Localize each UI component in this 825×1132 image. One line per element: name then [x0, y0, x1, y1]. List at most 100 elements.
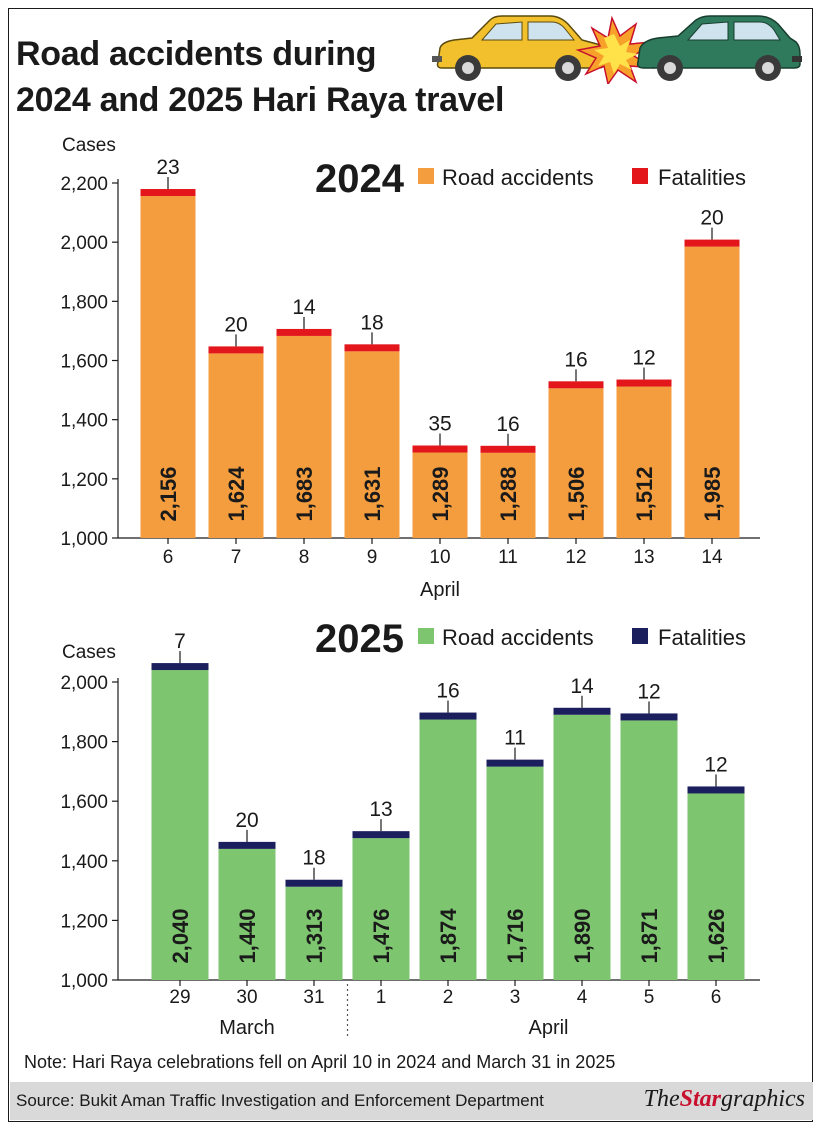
chart-2024-bar-accidents	[412, 452, 468, 538]
chart-2025-accidents-value-label: 1,313	[302, 908, 327, 963]
chart-2025-x-tick-label: 2	[443, 987, 454, 1008]
chart-2024-x-tick-label: 7	[231, 547, 242, 568]
chart-2025-y-tick-label: 1,600	[60, 792, 108, 813]
chart-2024-accidents-value-label: 2,156	[156, 466, 181, 521]
chart-2024-bar-accidents	[548, 388, 604, 538]
chart-2024-bar-fatalities	[616, 379, 672, 387]
chart-2025-accidents-value-label: 1,476	[369, 908, 394, 963]
chart-2024-bar-accidents	[140, 196, 196, 538]
chart-2025-bar-fatalities	[553, 707, 611, 715]
chart-2025-bar-accidents	[218, 848, 276, 980]
chart-2025-bar-accidents	[352, 838, 410, 980]
chart-2025-bar-fatalities	[352, 831, 410, 839]
chart-2025-y-tick-label: 1,400	[60, 852, 108, 873]
chart-2024-legend-swatch-accidents	[418, 168, 434, 184]
chart-2024-x-tick-label: 11	[498, 547, 518, 568]
chart-2024-y-tick-label: 1,600	[60, 352, 108, 373]
chart-2024-accidents-value-label: 1,512	[632, 466, 657, 521]
chart-2025-y-tick-label: 1,200	[60, 911, 108, 932]
chart-2024-accidents-value-label: 1,289	[428, 466, 453, 521]
the-star-graphics-logo: TheStargraphics	[643, 1086, 805, 1112]
chart-2024-accidents-value-label: 1,985	[700, 466, 725, 521]
chart-2025-year-label: 2025	[315, 617, 404, 661]
chart-2024-fatality-label: 20	[224, 313, 247, 336]
chart-2025-bar-fatalities	[151, 663, 209, 671]
chart-2025-accidents-value-label: 1,716	[503, 908, 528, 963]
chart-2024-bar-fatalities	[140, 189, 196, 197]
chart-2025-fatality-label: 14	[570, 675, 594, 698]
chart-2025-x-tick-label: 3	[510, 987, 521, 1008]
chart-2025-x-tick-label: 5	[644, 987, 655, 1008]
chart-2025-accidents-value-label: 1,871	[637, 908, 662, 963]
chart-2024-bar-fatalities	[208, 346, 264, 354]
chart-2024-y-tick-label: 1,200	[60, 470, 108, 491]
chart-2024-bar-fatalities	[480, 445, 536, 453]
chart-2024-y-tick-label: 1,400	[60, 411, 108, 432]
chart-2025-bar-accidents	[285, 886, 343, 980]
chart-2025-y-tick-label: 1,800	[60, 733, 108, 754]
chart-2024-legend-swatch-fatalities	[632, 168, 648, 184]
chart-2025-x-tick-label: 29	[169, 987, 190, 1008]
chart-2024-bar-fatalities	[412, 445, 468, 453]
chart-2025-accidents-value-label: 1,874	[436, 908, 461, 964]
chart-2025-bar-accidents	[486, 766, 544, 980]
chart-2024-accidents-value-label: 1,624	[224, 466, 249, 522]
chart-2024-bar-accidents	[208, 353, 264, 538]
chart-2025-fatality-label: 7	[174, 630, 186, 653]
chart-2024-x-tick-label: 6	[163, 547, 174, 568]
chart-2024-bar-accidents	[344, 351, 400, 538]
chart-2024-x-tick-label: 13	[633, 547, 654, 568]
chart-2025-fatality-label: 20	[235, 809, 258, 832]
chart-2025-x-tick-label: 4	[577, 987, 588, 1008]
chart-2025-y-tick-label: 2,000	[60, 673, 108, 694]
chart-2025-bar-fatalities	[620, 713, 678, 721]
chart-2025-y-tick-label: 1,000	[60, 971, 108, 992]
chart-2024-year-label: 2024	[315, 157, 405, 201]
chart-2024-fatality-label: 20	[700, 207, 723, 230]
chart-2025-x-tick-label: 30	[236, 987, 257, 1008]
chart-2025-accidents-value-label: 2,040	[168, 908, 193, 963]
chart-2024-bar-accidents	[616, 386, 672, 538]
chart-2025-bar-fatalities	[218, 841, 276, 849]
chart-2024-bar-fatalities	[684, 239, 740, 247]
chart-2025-fatality-label: 11	[504, 727, 526, 750]
chart-2024-x-tick-label: 12	[565, 547, 586, 568]
chart-2025-legend-swatch-fatalities	[632, 628, 648, 644]
chart-2024-fatality-label: 16	[496, 413, 519, 436]
car-crash-illustration	[432, 15, 802, 84]
chart-2025-fatality-label: 18	[302, 847, 325, 870]
chart-2024-legend-label-accidents: Road accidents	[442, 165, 594, 190]
chart-2025-x-tick-label: 6	[711, 987, 722, 1008]
chart-2024-fatality-label: 18	[360, 311, 383, 334]
source-text: Source: Bukit Aman Traffic Investigation…	[16, 1091, 544, 1110]
chart-2025-accidents-value-label: 1,890	[570, 908, 595, 963]
chart-2025-x-tick-label: 1	[376, 987, 387, 1008]
chart-2024-accidents-value-label: 1,288	[496, 466, 521, 521]
chart-2024-xlabel: April	[420, 579, 460, 601]
chart-2025-fatality-label: 13	[369, 798, 392, 821]
chart-2025-month-label: March	[219, 1017, 275, 1039]
chart-2024-ylabel: Cases	[62, 135, 116, 156]
chart-2025-bar-accidents	[687, 793, 745, 980]
chart-2024-y-tick-label: 2,200	[60, 174, 108, 195]
chart-2025-month-label: April	[528, 1017, 568, 1039]
footnote: Note: Hari Raya celebrations fell on Apr…	[24, 1052, 616, 1072]
chart-2024-fatality-label: 14	[292, 296, 316, 319]
chart-2025-legend-label-accidents: Road accidents	[442, 625, 594, 650]
chart-2024-y-tick-label: 2,000	[60, 233, 108, 254]
green-car-icon	[636, 15, 802, 81]
chart-2024-x-tick-label: 10	[429, 547, 450, 568]
chart-2025-accidents-value-label: 1,626	[704, 908, 729, 963]
chart-2025-bar-fatalities	[687, 786, 745, 794]
chart-2024-accidents-value-label: 1,631	[360, 466, 385, 521]
chart-2024-fatality-label: 23	[156, 156, 179, 179]
chart-2024-x-tick-label: 9	[367, 547, 378, 568]
chart-2024-fatality-label: 12	[632, 347, 655, 370]
chart-2024-fatality-label: 35	[428, 413, 451, 436]
chart-2025-x-tick-label: 31	[303, 987, 324, 1008]
explosion-icon	[575, 15, 655, 84]
title-line-2: 2024 and 2025 Hari Raya travel	[16, 81, 505, 119]
chart-2025-bar-fatalities	[486, 759, 544, 767]
chart-2025-bar-accidents	[419, 719, 477, 980]
